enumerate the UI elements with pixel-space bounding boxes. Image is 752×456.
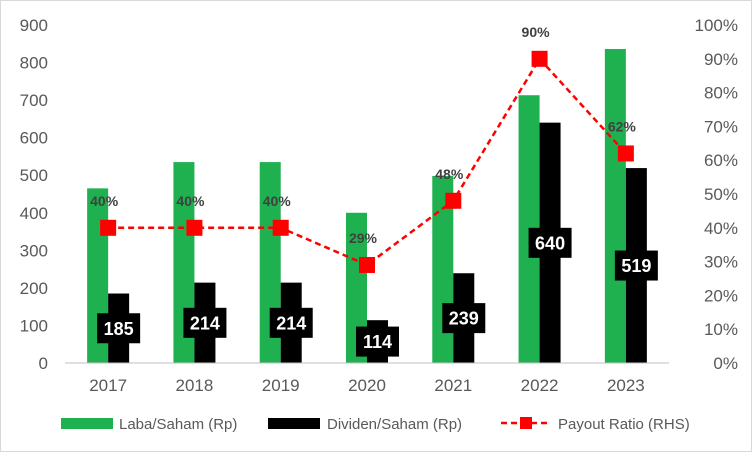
right-axis-tick-label: 100% (695, 16, 738, 35)
payout-marker-2020 (359, 256, 375, 273)
data-labels: 40% 40% 40% 29% 48% 90% 62% 185 214 214 114 239 640 5… (90, 24, 658, 357)
right-axis: 0% 10% 20% 30% 40% 50% 60% 70% 80% 90% 100% (695, 16, 738, 373)
dividen-label-box (614, 250, 658, 281)
payout-data-label: 40% (90, 193, 119, 209)
legend: Laba/Saham (Rp) Dividen/Saham (Rp) Payou… (61, 416, 690, 433)
x-axis-tick-label: 2017 (89, 376, 127, 395)
left-axis-tick-label: 500 (20, 166, 48, 185)
laba-bar-2023 (604, 49, 626, 364)
right-axis-tick-label: 0% (713, 354, 738, 373)
dividen-data-label: 214 (190, 313, 220, 333)
right-axis-tick-label: 50% (704, 185, 738, 204)
dividen-data-label: 185 (104, 319, 134, 339)
legend-swatch-payout-marker (520, 417, 532, 429)
dividen-data-label: 214 (276, 313, 306, 333)
dividen-label-box (356, 326, 399, 357)
dividen-label-box (528, 227, 572, 258)
bar-series (87, 49, 647, 364)
right-axis-tick-label: 70% (704, 117, 738, 136)
dividen-label-box (97, 313, 141, 344)
payout-marker-2022 (531, 50, 548, 67)
x-axis: 2017 2018 2019 2020 2021 2022 2023 (89, 376, 645, 395)
payout-marker-2021 (445, 192, 462, 209)
payout-marker-2018 (186, 219, 203, 236)
payout-data-label: 48% (435, 166, 464, 182)
legend-swatch-laba (61, 418, 113, 429)
legend-label-dividen: Dividen/Saham (Rp) (327, 416, 462, 433)
x-axis-tick-label: 2023 (607, 376, 645, 395)
right-axis-tick-label: 40% (704, 219, 738, 238)
left-axis-tick-label: 900 (20, 16, 48, 35)
laba-bar-2020 (346, 212, 367, 363)
payout-data-label: 90% (522, 24, 551, 40)
dividen-data-label: 114 (363, 332, 392, 352)
right-axis-tick-label: 10% (704, 320, 738, 339)
payout-data-label: 62% (608, 118, 637, 134)
left-axis-tick-label: 600 (20, 129, 48, 148)
dividen-label-box (442, 303, 486, 334)
right-axis-tick-label: 90% (704, 50, 738, 69)
dividen-data-label: 519 (621, 256, 651, 276)
dividen-label-box (269, 307, 313, 338)
left-axis-tick-label: 800 (20, 54, 48, 73)
payout-data-label: 40% (263, 193, 292, 209)
payout-marker-2017 (100, 219, 117, 236)
payout-data-label: 40% (176, 193, 205, 209)
left-axis-tick-label: 200 (20, 279, 48, 298)
payout-marker-2019 (272, 219, 289, 236)
x-axis-tick-label: 2019 (262, 376, 300, 395)
left-axis-tick-label: 0 (39, 354, 48, 373)
payout-marker-2023 (617, 145, 634, 162)
payout-data-label: 29% (349, 230, 378, 246)
left-axis-tick-label: 700 (20, 91, 48, 110)
x-axis-tick-label: 2020 (348, 376, 386, 395)
payout-line-series (100, 50, 634, 273)
dividen-data-label: 640 (535, 233, 565, 253)
left-axis: 0 100 200 300 400 500 600 700 800 900 (20, 16, 48, 373)
legend-label-laba: Laba/Saham (Rp) (119, 416, 237, 433)
x-axis-tick-label: 2018 (176, 376, 214, 395)
dividen-label-box (183, 307, 227, 338)
legend-swatch-dividen (268, 418, 320, 429)
left-axis-tick-label: 400 (20, 204, 48, 223)
right-axis-tick-label: 80% (704, 84, 738, 103)
left-axis-tick-label: 100 (20, 316, 48, 335)
left-axis-tick-label: 300 (20, 241, 48, 260)
x-axis-tick-label: 2022 (521, 376, 559, 395)
legend-label-payout: Payout Ratio (RHS) (558, 416, 690, 433)
right-axis-tick-label: 20% (704, 286, 738, 305)
x-axis-tick-label: 2021 (434, 376, 472, 395)
right-axis-tick-label: 30% (704, 253, 738, 272)
right-axis-tick-label: 60% (704, 151, 738, 170)
dividen-data-label: 239 (449, 309, 479, 329)
